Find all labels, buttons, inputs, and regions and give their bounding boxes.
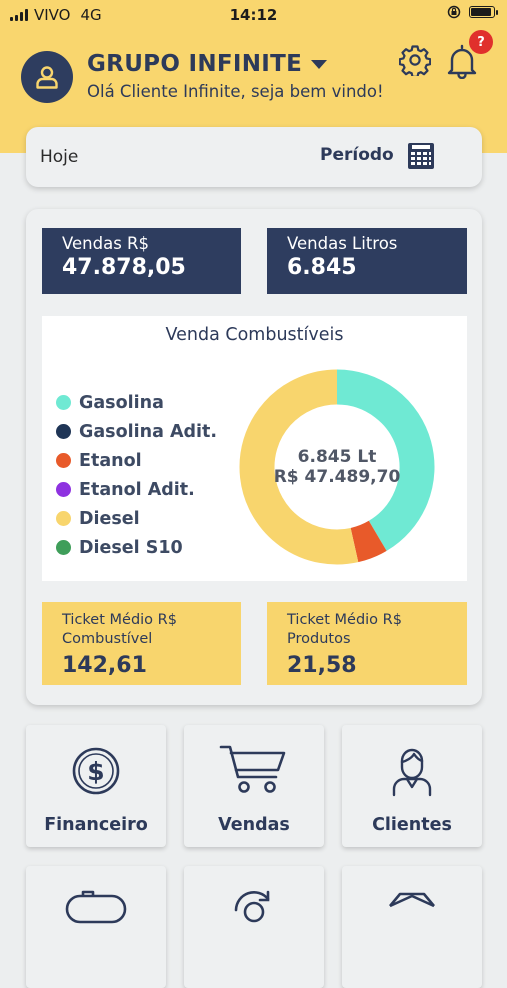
kpi-sublabel: Produtos bbox=[287, 631, 351, 647]
legend-item: Diesel bbox=[56, 504, 217, 533]
kpi-value: 47.878,05 bbox=[62, 255, 186, 280]
kpi-ticket-fuel: Ticket Médio R$ Combustível 142,61 bbox=[42, 602, 241, 685]
bell-icon[interactable] bbox=[443, 43, 481, 79]
battery-icon bbox=[469, 6, 498, 18]
kpi-sublabel: Combustível bbox=[62, 631, 153, 647]
user-icon bbox=[36, 66, 58, 89]
legend-item: Diesel S10 bbox=[56, 533, 217, 562]
donut-slice-gasolina bbox=[336, 369, 435, 551]
status-bar: VIVO 4G 14:12 bbox=[0, 0, 507, 30]
chart-center-text: 6.845 Lt R$ 47.489,70 bbox=[237, 447, 437, 487]
network-label: 4G bbox=[80, 6, 102, 24]
legend-label: Gasolina Adit. bbox=[79, 421, 218, 442]
legend-swatch bbox=[56, 395, 71, 410]
menu-tile-5[interactable] bbox=[184, 866, 324, 988]
tile-label: Clientes bbox=[372, 815, 452, 835]
legend-swatch bbox=[56, 511, 71, 526]
dollar-icon: $ bbox=[72, 747, 120, 795]
donut-slice-etanol bbox=[349, 520, 387, 563]
legend-label: Etanol bbox=[79, 450, 142, 471]
kpi-label: Ticket Médio R$ bbox=[287, 612, 402, 628]
legend-item: Gasolina bbox=[56, 388, 217, 417]
calendar-icon[interactable] bbox=[407, 142, 435, 170]
box-icon bbox=[389, 892, 435, 908]
caret-down-icon bbox=[311, 59, 328, 69]
tanker-truck-icon bbox=[65, 890, 127, 924]
legend-label: Etanol Adit. bbox=[79, 479, 195, 500]
chart-legend: Gasolina Gasolina Adit. Etanol Etanol Adit.… bbox=[56, 388, 217, 562]
donut-slice-diesel bbox=[239, 369, 359, 565]
kpi-value: 142,61 bbox=[62, 653, 147, 678]
legend-item: Etanol bbox=[56, 446, 217, 475]
customer-icon bbox=[392, 748, 432, 797]
period-label: Período bbox=[320, 145, 394, 165]
legend-label: Diesel bbox=[79, 508, 140, 529]
kpi-sales-liters: Vendas Litros 6.845 bbox=[267, 228, 467, 294]
svg-text:$: $ bbox=[87, 757, 104, 786]
sales-dashboard: Vendas R$ 47.878,05 Vendas Litros 6.845 … bbox=[26, 209, 482, 705]
legend-swatch bbox=[56, 424, 71, 439]
gear-icon[interactable] bbox=[399, 44, 431, 76]
kpi-value: 6.845 bbox=[287, 255, 357, 280]
carrier-label: VIVO bbox=[34, 6, 71, 24]
money-cycle-icon bbox=[234, 890, 270, 923]
notification-badge: ? bbox=[469, 30, 493, 54]
period-selected: Hoje bbox=[40, 147, 79, 167]
org-name: GRUPO INFINITE bbox=[87, 51, 303, 77]
center-amount: R$ 47.489,70 bbox=[273, 467, 401, 487]
legend-swatch bbox=[56, 482, 71, 497]
legend-swatch bbox=[56, 540, 71, 555]
signal-icon bbox=[10, 9, 28, 21]
kpi-sales-value: Vendas R$ 47.878,05 bbox=[42, 228, 241, 294]
tile-label: Financeiro bbox=[44, 815, 148, 835]
legend-item: Gasolina Adit. bbox=[56, 417, 217, 446]
legend-label: Gasolina bbox=[79, 392, 164, 413]
period-filter[interactable]: Hoje Período bbox=[26, 127, 482, 187]
menu-tile-financeiro[interactable]: $ Financeiro bbox=[26, 725, 166, 847]
status-left: VIVO 4G bbox=[10, 6, 102, 24]
fuel-sales-chart: Venda Combustíveis Gasolina Gasolina Adit… bbox=[42, 316, 467, 581]
kpi-value: 21,58 bbox=[287, 653, 357, 678]
menu-tile-6[interactable] bbox=[342, 866, 482, 988]
legend-item: Etanol Adit. bbox=[56, 475, 217, 504]
kpi-label: Ticket Médio R$ bbox=[62, 612, 177, 628]
center-liters: 6.845 Lt bbox=[297, 447, 377, 467]
greeting: Olá Cliente Infinite, seja bem vindo! bbox=[87, 82, 384, 101]
kpi-label: Vendas Litros bbox=[287, 234, 398, 253]
kpi-label: Vendas R$ bbox=[62, 234, 150, 253]
legend-label: Diesel S10 bbox=[79, 537, 183, 558]
cart-icon bbox=[219, 745, 286, 793]
menu-tile-4[interactable] bbox=[26, 866, 166, 988]
orientation-lock-icon bbox=[447, 5, 461, 19]
legend-swatch bbox=[56, 453, 71, 468]
status-right bbox=[447, 5, 498, 19]
kpi-ticket-products: Ticket Médio R$ Produtos 21,58 bbox=[267, 602, 467, 685]
menu-tile-clientes[interactable]: Clientes bbox=[342, 725, 482, 847]
status-time: 14:12 bbox=[229, 6, 278, 24]
tile-label: Vendas bbox=[218, 815, 290, 835]
avatar[interactable] bbox=[21, 51, 73, 103]
org-selector[interactable]: GRUPO INFINITE bbox=[87, 51, 328, 77]
chart-title: Venda Combustíveis bbox=[165, 325, 344, 345]
menu-tile-vendas[interactable]: Vendas bbox=[184, 725, 324, 847]
donut-chart bbox=[239, 369, 435, 565]
